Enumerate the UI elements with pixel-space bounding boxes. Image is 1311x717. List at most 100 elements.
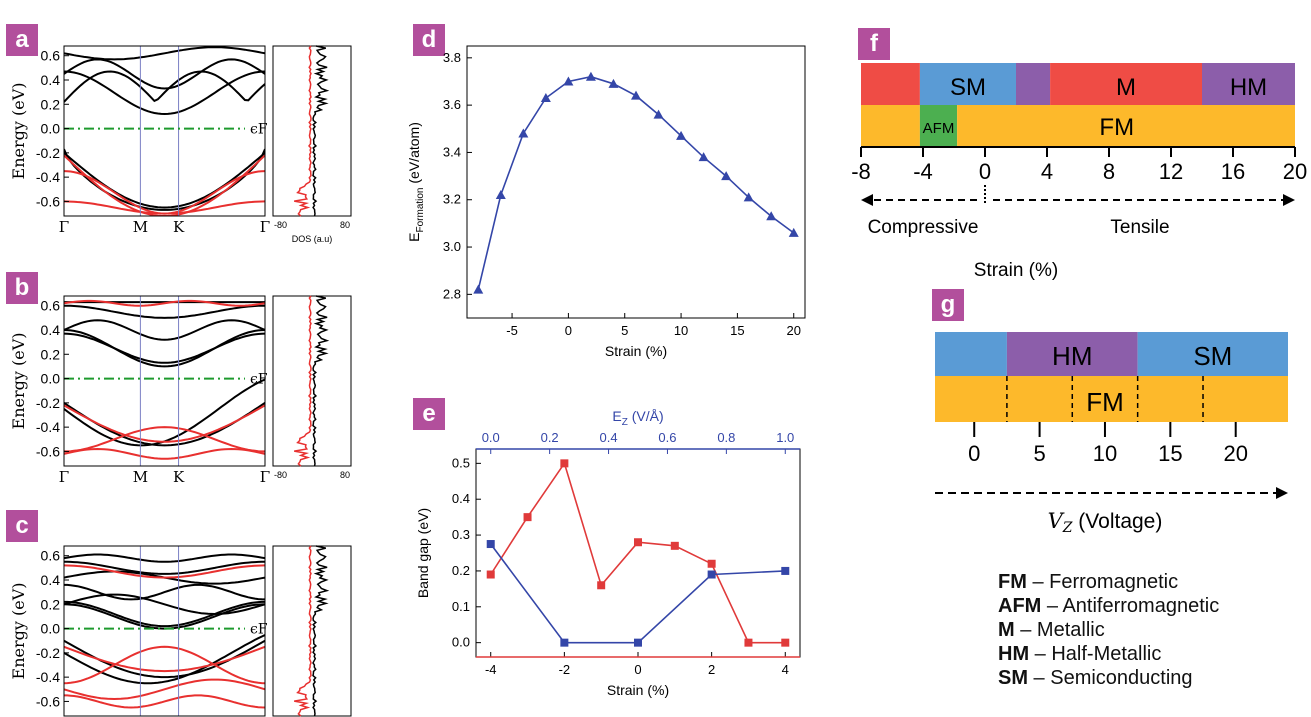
x-tick-label: -2	[559, 662, 571, 677]
fermi-label: ϵF	[250, 122, 268, 138]
data-point	[597, 581, 606, 590]
kpoint-label: K	[173, 218, 185, 236]
kpoint-label: M	[133, 218, 148, 236]
voltage-tick-label: 5	[1033, 441, 1045, 466]
kpoint-label: Γ	[260, 218, 270, 236]
x-tick-label: 10	[674, 323, 688, 338]
band-ytick-label: -0.6	[36, 693, 60, 709]
phase-block	[1050, 63, 1202, 105]
strain-tick-label: 0	[979, 159, 991, 184]
fermi-label: ϵF	[250, 622, 268, 638]
band-curve-red	[64, 299, 265, 307]
band-ytick-label: -0.6	[36, 443, 60, 459]
band-curve	[64, 600, 265, 628]
phase-block	[861, 105, 920, 147]
data-point	[631, 90, 641, 100]
band-curve	[64, 319, 265, 341]
top-x-tick-label: 0.8	[717, 430, 735, 445]
strain-axis-label: Strain (%)	[974, 260, 1058, 281]
y-tick-label: 3.2	[443, 192, 461, 207]
band-ytick-label: 0.4	[41, 572, 61, 588]
band-curve	[64, 593, 265, 616]
band-curve	[64, 560, 265, 575]
phase-label-m: M	[1116, 74, 1136, 101]
data-point	[676, 130, 687, 140]
band-ytick-label: 0.6	[41, 548, 61, 564]
plot-frame	[475, 448, 801, 658]
data-point	[560, 638, 569, 647]
x-tick-label: -4	[485, 662, 497, 677]
band-curve	[64, 603, 265, 630]
panel-label-b: b	[6, 272, 38, 304]
top-x-axis-label-sub: Z	[622, 417, 628, 428]
phase-label-fm: FM	[1086, 387, 1124, 417]
band-ytick-label: -0.4	[36, 169, 60, 185]
plot-frame	[466, 45, 806, 319]
voltage-phase-diagram: HM SM FM 0 5 10 15 20 VZ (Voltage)	[935, 332, 1288, 536]
y-tick-label: 0.5	[452, 455, 470, 470]
legend-item-sm: SM – Semiconducting	[998, 667, 1193, 689]
top-x-axis-label-unit: (V/Å)	[628, 408, 664, 424]
data-point	[766, 211, 777, 221]
top-x-tick-label: 0.0	[482, 430, 500, 445]
phase-block	[919, 63, 1016, 105]
band-curve	[64, 304, 265, 319]
x-tick-label: 5	[621, 323, 628, 338]
band-ytick-label: -0.4	[36, 419, 60, 435]
legend-item-hm: HM – Half-Metallic	[998, 643, 1162, 665]
dos-curve-red	[294, 45, 312, 217]
phase-label-hm: HM	[1052, 341, 1092, 371]
y-tick-label: 0.4	[452, 491, 470, 506]
fermi-label: ϵF	[250, 372, 268, 388]
y-tick-label: 3.6	[443, 97, 461, 112]
y-axis-label-main: E	[406, 233, 422, 242]
band-ylabel: Energy (eV)	[9, 83, 28, 180]
band-curve-red	[64, 154, 265, 216]
band-curve-red	[64, 645, 265, 673]
strain-tick-label: 4	[1041, 159, 1053, 184]
compressive-label: Compressive	[868, 217, 979, 238]
data-point	[634, 538, 642, 547]
top-x-tick-label: 0.4	[600, 430, 618, 445]
band-curve	[64, 46, 265, 61]
dos-tick-label: 80	[340, 470, 350, 480]
band-curve	[64, 70, 265, 103]
dos-axis-label: DOS (a.u)	[292, 234, 333, 244]
band-lines	[64, 46, 265, 216]
dos-curve-red	[294, 295, 312, 467]
panel-label-g: g	[932, 289, 964, 321]
phase-label-fm: FM	[1099, 114, 1134, 141]
x-tick-label: 15	[730, 323, 744, 338]
top-x-tick-label: 0.2	[541, 430, 559, 445]
phase-block	[861, 63, 920, 105]
kpoint-label: M	[133, 468, 148, 486]
strain-tick-label: 20	[1283, 159, 1307, 184]
kpoint-label: Γ	[59, 468, 69, 486]
voltage-tick-label: 15	[1158, 441, 1182, 466]
phase-block	[1016, 63, 1051, 105]
dos-curve	[312, 295, 330, 467]
top-x-axis-label: EZ (V/Å)	[612, 408, 663, 428]
band-ytick-label: 0.6	[41, 298, 61, 314]
x-tick-label: 0	[634, 662, 641, 677]
series-line-red	[490, 461, 786, 644]
band-curve-red	[64, 564, 265, 579]
band-panel-b: Energy (eV) ϵF 0.6 0.4 0.2 0.0 -0.2 -0.4 -0.6 Γ M K…	[9, 295, 352, 486]
data-point	[518, 128, 529, 138]
y-tick-label: 2.8	[443, 286, 461, 301]
x-axis-label: Strain (%)	[607, 682, 669, 698]
band-ytick-label: 0.4	[41, 72, 61, 88]
band-curve	[64, 583, 265, 601]
y-tick-label: 3.4	[443, 144, 461, 159]
band-ytick-label: 0.2	[41, 96, 61, 112]
band-ytick-label: 0.0	[41, 121, 61, 137]
dos-frame	[272, 545, 352, 717]
phase-block	[919, 105, 958, 147]
y-axis-label-sub: Formation	[415, 188, 426, 233]
top-x-axis-label-main: E	[612, 408, 621, 424]
legend-item-afm: AFM – Antiferromagnetic	[998, 595, 1220, 617]
compressive-arrowhead	[861, 194, 873, 206]
data-point	[721, 171, 732, 181]
panel-label-d: d	[413, 24, 445, 56]
data-point	[788, 227, 799, 237]
